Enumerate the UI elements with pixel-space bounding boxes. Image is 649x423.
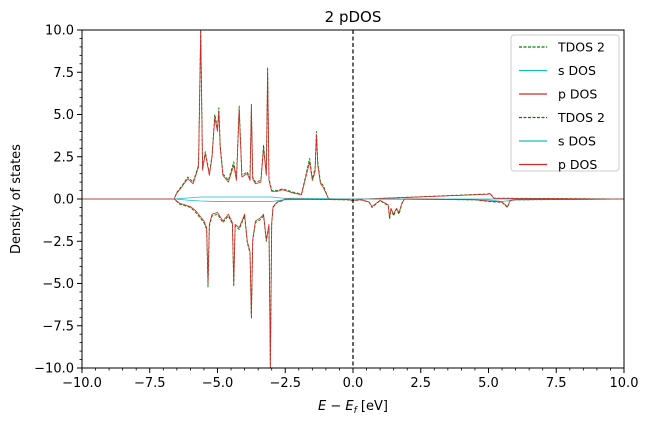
x-tick-label: −5.0 (202, 376, 234, 391)
y-axis: −10.0 −7.5 −5.0 −2.5 0.0 2.5 5.0 7.5 10.0 (34, 24, 82, 377)
series-line-s-dos-down (82, 198, 625, 202)
x-tick-label: −7.5 (134, 376, 166, 391)
legend: TDOS 2 s DOS p DOS TDOS 2 s DOS p DOS (510, 34, 620, 172)
x-tick-label: −10.0 (62, 376, 102, 391)
x-tick-label: 0.0 (343, 376, 364, 391)
x-tick-label: −2.5 (269, 376, 301, 391)
x-axis: −10.0 −7.5 −5.0 −2.5 0.0 2.5 5.0 7.5 10.0 (62, 368, 638, 391)
x-tick-label: 2.5 (410, 376, 431, 391)
x-axis-label-unit: [eV] (357, 399, 388, 414)
legend-label: p DOS (558, 87, 597, 102)
series-line-p-dos-up (82, 29, 625, 200)
legend-label: TDOS 2 (557, 110, 605, 125)
y-tick-label: −7.5 (42, 319, 74, 334)
legend-label: s DOS (558, 63, 596, 78)
y-tick-label: −2.5 (42, 235, 74, 250)
y-tick-label: 2.5 (53, 150, 74, 165)
y-tick-label: 5.0 (53, 108, 74, 123)
chart-title: 2 pDOS (325, 8, 382, 26)
x-axis-label: E − Ef [eV] (318, 399, 388, 416)
y-tick-label: 7.5 (53, 66, 74, 81)
x-axis-label-main: E − E (318, 399, 354, 414)
y-tick-label: −5.0 (42, 277, 74, 292)
y-tick-label: −10.0 (34, 362, 74, 377)
legend-label: p DOS (558, 157, 597, 172)
series-layer (82, 29, 625, 369)
y-tick-label: 10.0 (45, 24, 74, 39)
legend-label: TDOS 2 (557, 40, 605, 55)
x-tick-label: 5.0 (478, 376, 499, 391)
legend-label: s DOS (558, 134, 596, 149)
series-line-p-dos-down (82, 198, 625, 369)
x-tick-label: 7.5 (546, 376, 567, 391)
x-tick-label: 10.0 (610, 376, 639, 391)
y-axis-label: Density of states (9, 144, 24, 254)
legend-box (510, 34, 620, 172)
x-axis-label-sub: f (354, 406, 359, 416)
y-tick-label: 0.0 (53, 193, 74, 208)
